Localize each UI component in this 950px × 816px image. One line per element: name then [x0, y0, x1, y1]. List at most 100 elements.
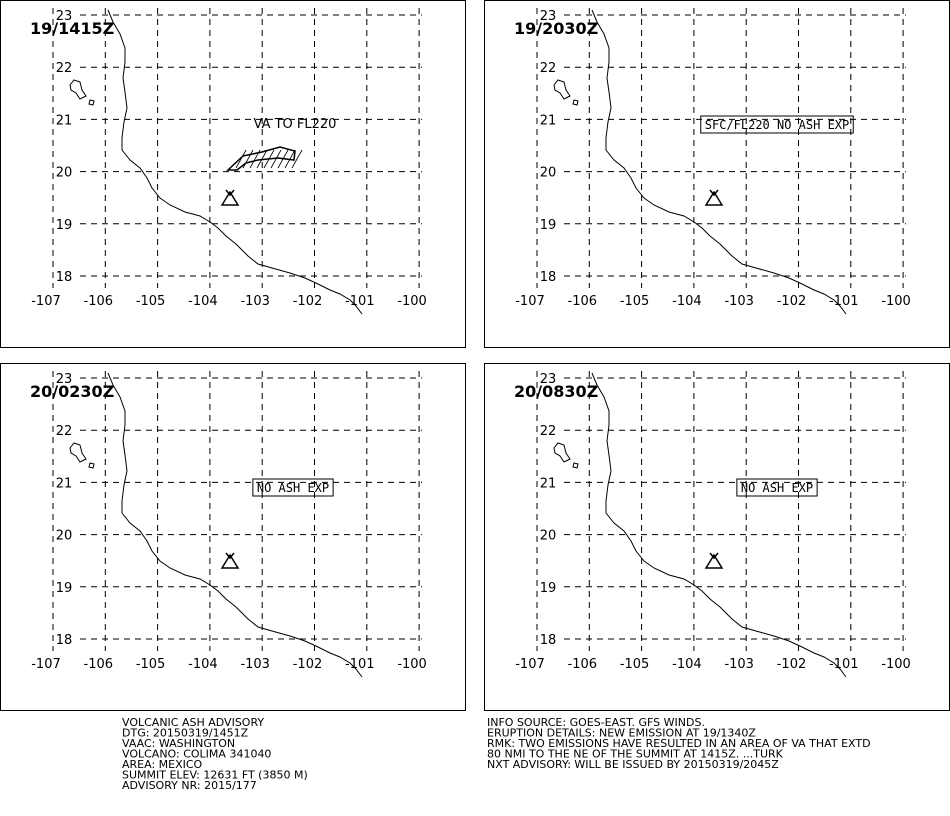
lon-label: -105	[620, 294, 650, 309]
island	[69, 79, 87, 100]
annotation-box	[252, 478, 334, 497]
lat-label: 21	[56, 113, 73, 128]
valid-time: 19/2030Z	[514, 19, 598, 38]
lon-label: -106	[84, 657, 114, 672]
lon-label: -100	[881, 294, 911, 309]
footer-left-line: VOLCANO: COLIMA 341040	[122, 748, 271, 761]
panel-frame	[0, 363, 466, 711]
valid-time: 20/0230Z	[30, 382, 114, 401]
lon-label: -102	[293, 657, 323, 672]
ash-hatch	[284, 149, 296, 169]
lat-label: 20	[540, 529, 557, 544]
island	[88, 462, 95, 469]
coastline	[107, 9, 363, 315]
lon-label: -103	[724, 294, 754, 309]
ash-hatch	[242, 149, 254, 169]
valid-time: 19/1415Z	[30, 19, 114, 38]
island	[572, 462, 579, 469]
lon-label: -104	[672, 294, 702, 309]
lat-label: 18	[540, 270, 557, 285]
lon-label: -103	[240, 294, 270, 309]
lat-label: 23	[56, 372, 73, 387]
lon-label: -104	[188, 657, 218, 672]
lon-label: -100	[397, 657, 427, 672]
footer-right-line: NXT ADVISORY: WILL BE ISSUED BY 20150319…	[487, 758, 779, 771]
map-panel: -107 -106 -105 -104 -103 -102 -101 -100 18 19 20 21…	[484, 363, 950, 711]
lat-label: 20	[56, 166, 73, 181]
ash-hatch	[291, 149, 303, 169]
lat-label: 20	[540, 166, 557, 181]
footer-right-line: ERUPTION DETAILS: NEW EMISSION AT 19/134…	[487, 727, 756, 740]
lon-label: -103	[240, 657, 270, 672]
annotation: SFC/FL220 NO ASH EXP	[705, 118, 850, 132]
island	[553, 79, 571, 100]
lat-label: 19	[540, 218, 557, 233]
coastline	[591, 9, 847, 315]
footer-left-line: DTG: 20150319/1451Z	[122, 727, 249, 740]
island	[69, 442, 87, 463]
annotation: NO ASH EXP	[257, 481, 329, 495]
lon-label: -106	[568, 294, 598, 309]
lat-label: 23	[540, 372, 557, 387]
lon-label: -101	[345, 294, 375, 309]
lon-label: -105	[136, 657, 166, 672]
lat-label: 21	[540, 113, 557, 128]
annotation: NO ASH EXP	[741, 481, 813, 495]
panel-frame	[0, 0, 466, 348]
lon-label: -107	[31, 294, 61, 309]
lon-label: -104	[188, 294, 218, 309]
lat-label: 22	[56, 424, 73, 439]
lat-label: 19	[56, 218, 73, 233]
lat-label: 22	[540, 61, 557, 76]
lat-label: 22	[540, 424, 557, 439]
footer-left-line: VOLCANIC ASH ADVISORY	[122, 716, 264, 729]
annotation-box	[700, 115, 854, 134]
ash-hatch	[263, 149, 275, 169]
ash-hatch	[277, 149, 289, 169]
annotation-box	[736, 478, 818, 497]
lon-label: -101	[345, 657, 375, 672]
ash-hatch	[235, 149, 247, 169]
lat-label: 23	[56, 9, 73, 24]
lat-label: 20	[56, 529, 73, 544]
footer-left-line: SUMMIT ELEV: 12631 FT (3850 M)	[122, 769, 308, 782]
ash-hatch	[270, 149, 282, 169]
volcano-symbol	[704, 552, 724, 569]
footer-left-line: ADVISORY NR: 2015/177	[122, 779, 257, 792]
lon-label: -107	[515, 657, 545, 672]
footer-right-line: 80 NMI TO THE NE OF THE SUMMIT AT 1415Z.…	[487, 748, 784, 761]
lat-label: 18	[540, 633, 557, 648]
footer-left-line: VAAC: WASHINGTON	[122, 737, 235, 750]
volcano-symbol	[704, 189, 724, 206]
island	[572, 99, 579, 106]
coastline	[591, 372, 847, 678]
lon-label: -104	[672, 657, 702, 672]
lon-label: -106	[84, 294, 114, 309]
ash-hatch	[256, 149, 268, 169]
map-panel: -107 -106 -105 -104 -103 -102 -101 -100 18 19 20 21…	[0, 363, 466, 711]
lon-label: -106	[568, 657, 598, 672]
lon-label: -102	[777, 294, 807, 309]
annotation: VA TO FL220	[254, 117, 337, 132]
lon-label: -107	[31, 657, 61, 672]
lon-label: -102	[293, 294, 323, 309]
lon-label: -107	[515, 294, 545, 309]
lon-label: -101	[829, 294, 859, 309]
lat-label: 19	[540, 581, 557, 596]
footer-right-line: RMK: TWO EMISSIONS HAVE RESULTED IN AN A…	[487, 737, 871, 750]
map-panel: -107 -106 -105 -104 -103 -102 -101 -100 18 19 20 21…	[484, 0, 950, 348]
map-panel: -107 -106 -105 -104 -103 -102 -101 -100 18 19 20 21…	[0, 0, 466, 348]
ash-area	[226, 146, 296, 171]
footer-right-line: INFO SOURCE: GOES-EAST. GFS WINDS.	[487, 716, 705, 729]
ash-hatch	[249, 149, 261, 169]
lat-label: 18	[56, 270, 73, 285]
lat-label: 21	[540, 476, 557, 491]
lon-label: -100	[397, 294, 427, 309]
volcano-symbol	[220, 189, 240, 206]
lat-label: 23	[540, 9, 557, 24]
lon-label: -105	[620, 657, 650, 672]
lat-label: 21	[56, 476, 73, 491]
lon-label: -101	[829, 657, 859, 672]
